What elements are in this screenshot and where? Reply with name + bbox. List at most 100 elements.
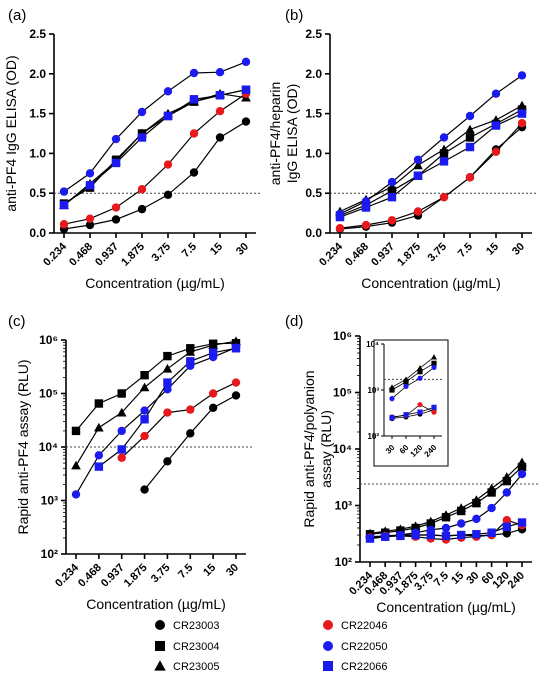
y-tick-label: 2.0 bbox=[305, 67, 322, 81]
data-point bbox=[403, 379, 409, 385]
x-tick-label: 30 bbox=[234, 241, 251, 258]
data-point bbox=[208, 348, 218, 357]
x-tick-label: 7.5 bbox=[456, 241, 475, 260]
data-point bbox=[465, 133, 475, 142]
y-tick-label: 10³ bbox=[367, 386, 379, 395]
data-point bbox=[85, 220, 95, 230]
data-point bbox=[208, 403, 218, 413]
data-point bbox=[396, 531, 405, 541]
data-point bbox=[403, 412, 409, 418]
y-tick-label: 10⁶ bbox=[39, 333, 58, 347]
data-point bbox=[137, 133, 147, 142]
data-point bbox=[439, 157, 449, 166]
y-tick-label: 1.0 bbox=[305, 146, 322, 160]
data-point bbox=[163, 111, 173, 121]
inset-frame bbox=[373, 339, 449, 467]
x-tick-label: 0.234 bbox=[41, 240, 70, 269]
x-tick-label: 0.234 bbox=[317, 240, 346, 269]
data-point bbox=[162, 363, 173, 373]
data-point bbox=[111, 134, 121, 144]
series-line bbox=[391, 406, 435, 419]
series-CR23003 bbox=[140, 391, 241, 494]
series-line bbox=[63, 93, 247, 225]
x-tick-label: 0.468 bbox=[343, 241, 371, 269]
data-point bbox=[163, 408, 172, 417]
x-tick-label: 0.937 bbox=[369, 241, 397, 269]
y-tick-label: 2.5 bbox=[29, 27, 46, 41]
data-point bbox=[389, 415, 395, 421]
data-point bbox=[472, 530, 481, 539]
legend-marker bbox=[323, 661, 333, 671]
data-point bbox=[186, 357, 195, 366]
data-point bbox=[163, 351, 172, 361]
y-tick-label: 0.5 bbox=[305, 186, 322, 200]
data-point bbox=[140, 415, 149, 424]
data-point bbox=[491, 147, 501, 157]
data-point bbox=[502, 515, 511, 525]
series-line bbox=[75, 340, 237, 466]
data-point bbox=[502, 522, 511, 531]
data-point bbox=[215, 91, 225, 100]
data-point bbox=[111, 203, 121, 212]
series-line bbox=[63, 121, 247, 230]
data-point bbox=[417, 402, 423, 408]
data-point bbox=[140, 485, 149, 494]
data-point bbox=[59, 220, 69, 229]
series-line bbox=[339, 74, 523, 215]
data-point bbox=[189, 68, 199, 78]
data-point bbox=[465, 124, 475, 134]
data-point bbox=[117, 389, 126, 398]
data-point bbox=[413, 207, 423, 216]
panel-label-b: (b) bbox=[285, 7, 303, 24]
data-point bbox=[163, 190, 173, 199]
data-point bbox=[491, 121, 501, 130]
data-point bbox=[140, 431, 149, 441]
data-point bbox=[439, 192, 449, 202]
data-point bbox=[163, 457, 172, 466]
series-CR22066 bbox=[335, 109, 527, 222]
x-tick-label: 7.5 bbox=[180, 241, 199, 260]
data-point bbox=[413, 171, 423, 180]
data-point bbox=[517, 100, 527, 110]
legend-label: CR23004 bbox=[173, 641, 219, 653]
legend-label: CR23005 bbox=[173, 661, 219, 673]
legend-marker bbox=[323, 641, 333, 651]
x-tick-label: 0.937 bbox=[99, 562, 127, 590]
x-tick-label: 7.5 bbox=[432, 570, 451, 589]
series-CR22050 bbox=[389, 364, 437, 402]
data-point bbox=[208, 340, 218, 350]
data-point bbox=[189, 129, 199, 138]
data-point bbox=[517, 118, 527, 128]
x-tick-label: 0.468 bbox=[67, 241, 95, 269]
data-point bbox=[335, 212, 345, 222]
data-point bbox=[231, 336, 241, 346]
x-tick-label: 3.75 bbox=[149, 241, 173, 265]
panel-label-d: (d) bbox=[285, 313, 303, 330]
series-CR22046 bbox=[117, 378, 241, 462]
series-line bbox=[369, 461, 523, 535]
data-point bbox=[94, 462, 104, 471]
y-axis-label: Rapid anti-PF4 assay (RLU) bbox=[15, 359, 31, 534]
y-axis-label: Rapid anti-PF4/polyanionassay (RLU) bbox=[301, 370, 334, 527]
data-point bbox=[137, 204, 147, 214]
data-point bbox=[215, 133, 225, 142]
panel-label-a: (a) bbox=[8, 7, 26, 24]
y-tick-label: 10⁵ bbox=[39, 387, 58, 401]
series-CR22046 bbox=[335, 118, 527, 233]
y-tick-label: 2.0 bbox=[29, 67, 46, 81]
x-axis-label: Concentration (µg/mL) bbox=[85, 275, 225, 291]
data-point bbox=[395, 524, 406, 534]
x-axis-label: Concentration (µg/mL) bbox=[361, 275, 501, 291]
x-axis-label: Concentration (µg/mL) bbox=[86, 596, 226, 612]
data-point bbox=[403, 376, 409, 382]
x-tick-label: 7.5 bbox=[176, 562, 195, 581]
series-CR23005 bbox=[365, 457, 527, 538]
data-point bbox=[140, 370, 149, 380]
data-point bbox=[517, 109, 527, 118]
data-point bbox=[163, 385, 172, 394]
data-point bbox=[94, 399, 104, 408]
data-point bbox=[111, 158, 121, 168]
data-point bbox=[137, 107, 147, 117]
